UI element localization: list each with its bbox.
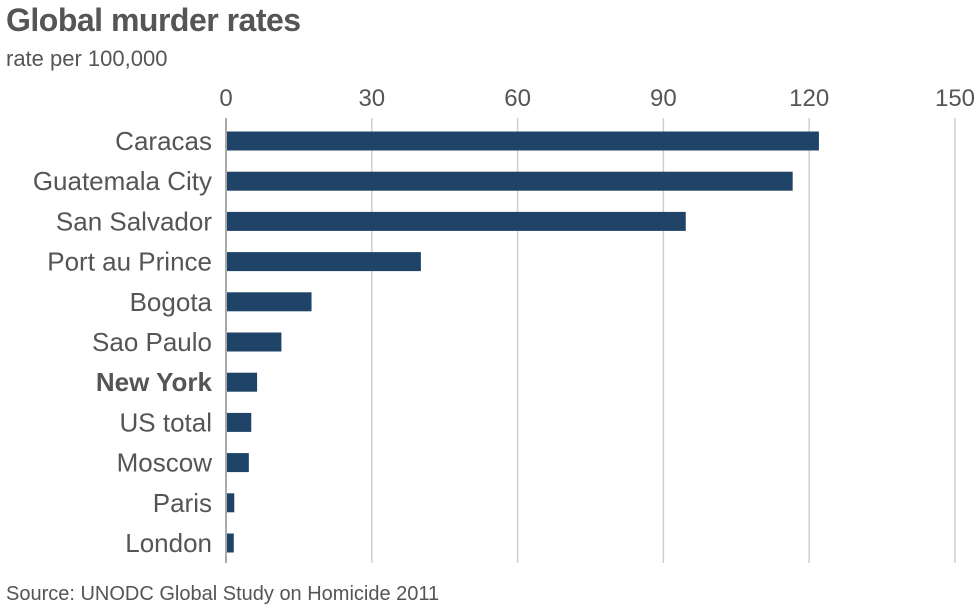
x-tick-label-150: 150 xyxy=(935,85,975,112)
x-tick-label-60: 60 xyxy=(504,85,531,112)
category-label-port-au-prince: Port au Prince xyxy=(47,247,212,277)
category-label-london: London xyxy=(125,528,212,558)
chart-title: Global murder rates xyxy=(6,2,301,38)
grid-lines xyxy=(371,118,956,563)
bar-moscow xyxy=(226,453,249,473)
category-label-moscow: Moscow xyxy=(117,448,213,478)
x-tick-label-30: 30 xyxy=(358,85,385,112)
category-label-sao-paulo: Sao Paulo xyxy=(92,327,212,357)
x-tick-labels: 0 30 60 90 120 150 xyxy=(219,85,975,112)
bar-bogota xyxy=(226,292,312,312)
bar-chart: 0 30 60 90 120 150 Caracas Guatemala City San S… xyxy=(33,85,975,563)
chart-subtitle: rate per 100,000 xyxy=(6,46,168,71)
bar-london xyxy=(226,533,234,553)
bar-new-york xyxy=(226,372,258,392)
category-label-caracas: Caracas xyxy=(115,126,212,156)
bar-us-total xyxy=(226,412,252,432)
category-labels: Caracas Guatemala City San Salvador Port au… xyxy=(33,126,213,558)
x-tick-label-90: 90 xyxy=(650,85,677,112)
x-tick-label-120: 120 xyxy=(789,85,829,112)
category-label-paris: Paris xyxy=(153,488,212,518)
category-label-new-york: New York xyxy=(96,367,213,397)
bar-port-au-prince xyxy=(226,252,421,272)
x-tick-label-0: 0 xyxy=(219,85,232,112)
bar-san-salvador xyxy=(226,211,686,231)
bar-paris xyxy=(226,493,235,513)
category-label-san-salvador: San Salvador xyxy=(56,206,212,236)
bar-caracas xyxy=(226,131,819,151)
category-label-us-total: US total xyxy=(120,407,213,437)
chart-source: Source: UNODC Global Study on Homicide 2… xyxy=(6,583,440,605)
bar-sao-paulo xyxy=(226,332,282,352)
category-label-bogota: Bogota xyxy=(130,287,213,317)
category-label-guatemala-city: Guatemala City xyxy=(33,166,212,196)
bar-guatemala-city xyxy=(226,171,793,191)
bars xyxy=(226,131,819,553)
